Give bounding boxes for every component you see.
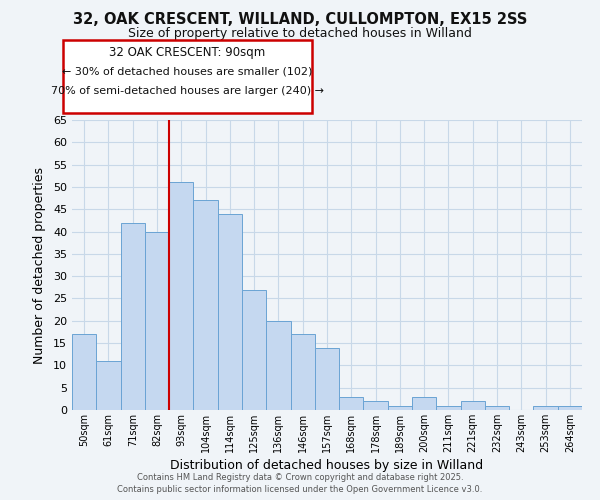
Text: 32 OAK CRESCENT: 90sqm: 32 OAK CRESCENT: 90sqm bbox=[109, 46, 266, 59]
Bar bbox=[290, 334, 315, 410]
Bar bbox=[461, 401, 485, 410]
Bar bbox=[266, 321, 290, 410]
Y-axis label: Number of detached properties: Number of detached properties bbox=[33, 166, 46, 364]
Bar bbox=[145, 232, 169, 410]
Bar bbox=[315, 348, 339, 410]
Bar bbox=[388, 406, 412, 410]
Bar bbox=[339, 396, 364, 410]
Bar bbox=[436, 406, 461, 410]
Bar bbox=[193, 200, 218, 410]
Text: Size of property relative to detached houses in Willand: Size of property relative to detached ho… bbox=[128, 28, 472, 40]
Bar bbox=[96, 361, 121, 410]
Bar bbox=[364, 401, 388, 410]
Bar bbox=[485, 406, 509, 410]
Bar bbox=[533, 406, 558, 410]
Bar bbox=[121, 222, 145, 410]
Text: 32, OAK CRESCENT, WILLAND, CULLOMPTON, EX15 2SS: 32, OAK CRESCENT, WILLAND, CULLOMPTON, E… bbox=[73, 12, 527, 28]
X-axis label: Distribution of detached houses by size in Willand: Distribution of detached houses by size … bbox=[170, 459, 484, 472]
Text: Contains HM Land Registry data © Crown copyright and database right 2025.: Contains HM Land Registry data © Crown c… bbox=[137, 472, 463, 482]
Text: 70% of semi-detached houses are larger (240) →: 70% of semi-detached houses are larger (… bbox=[51, 86, 324, 96]
Bar bbox=[218, 214, 242, 410]
Bar bbox=[72, 334, 96, 410]
Bar bbox=[242, 290, 266, 410]
Text: ← 30% of detached houses are smaller (102): ← 30% of detached houses are smaller (10… bbox=[62, 66, 313, 76]
Bar bbox=[558, 406, 582, 410]
Text: Contains public sector information licensed under the Open Government Licence v3: Contains public sector information licen… bbox=[118, 485, 482, 494]
Bar bbox=[169, 182, 193, 410]
Bar bbox=[412, 396, 436, 410]
